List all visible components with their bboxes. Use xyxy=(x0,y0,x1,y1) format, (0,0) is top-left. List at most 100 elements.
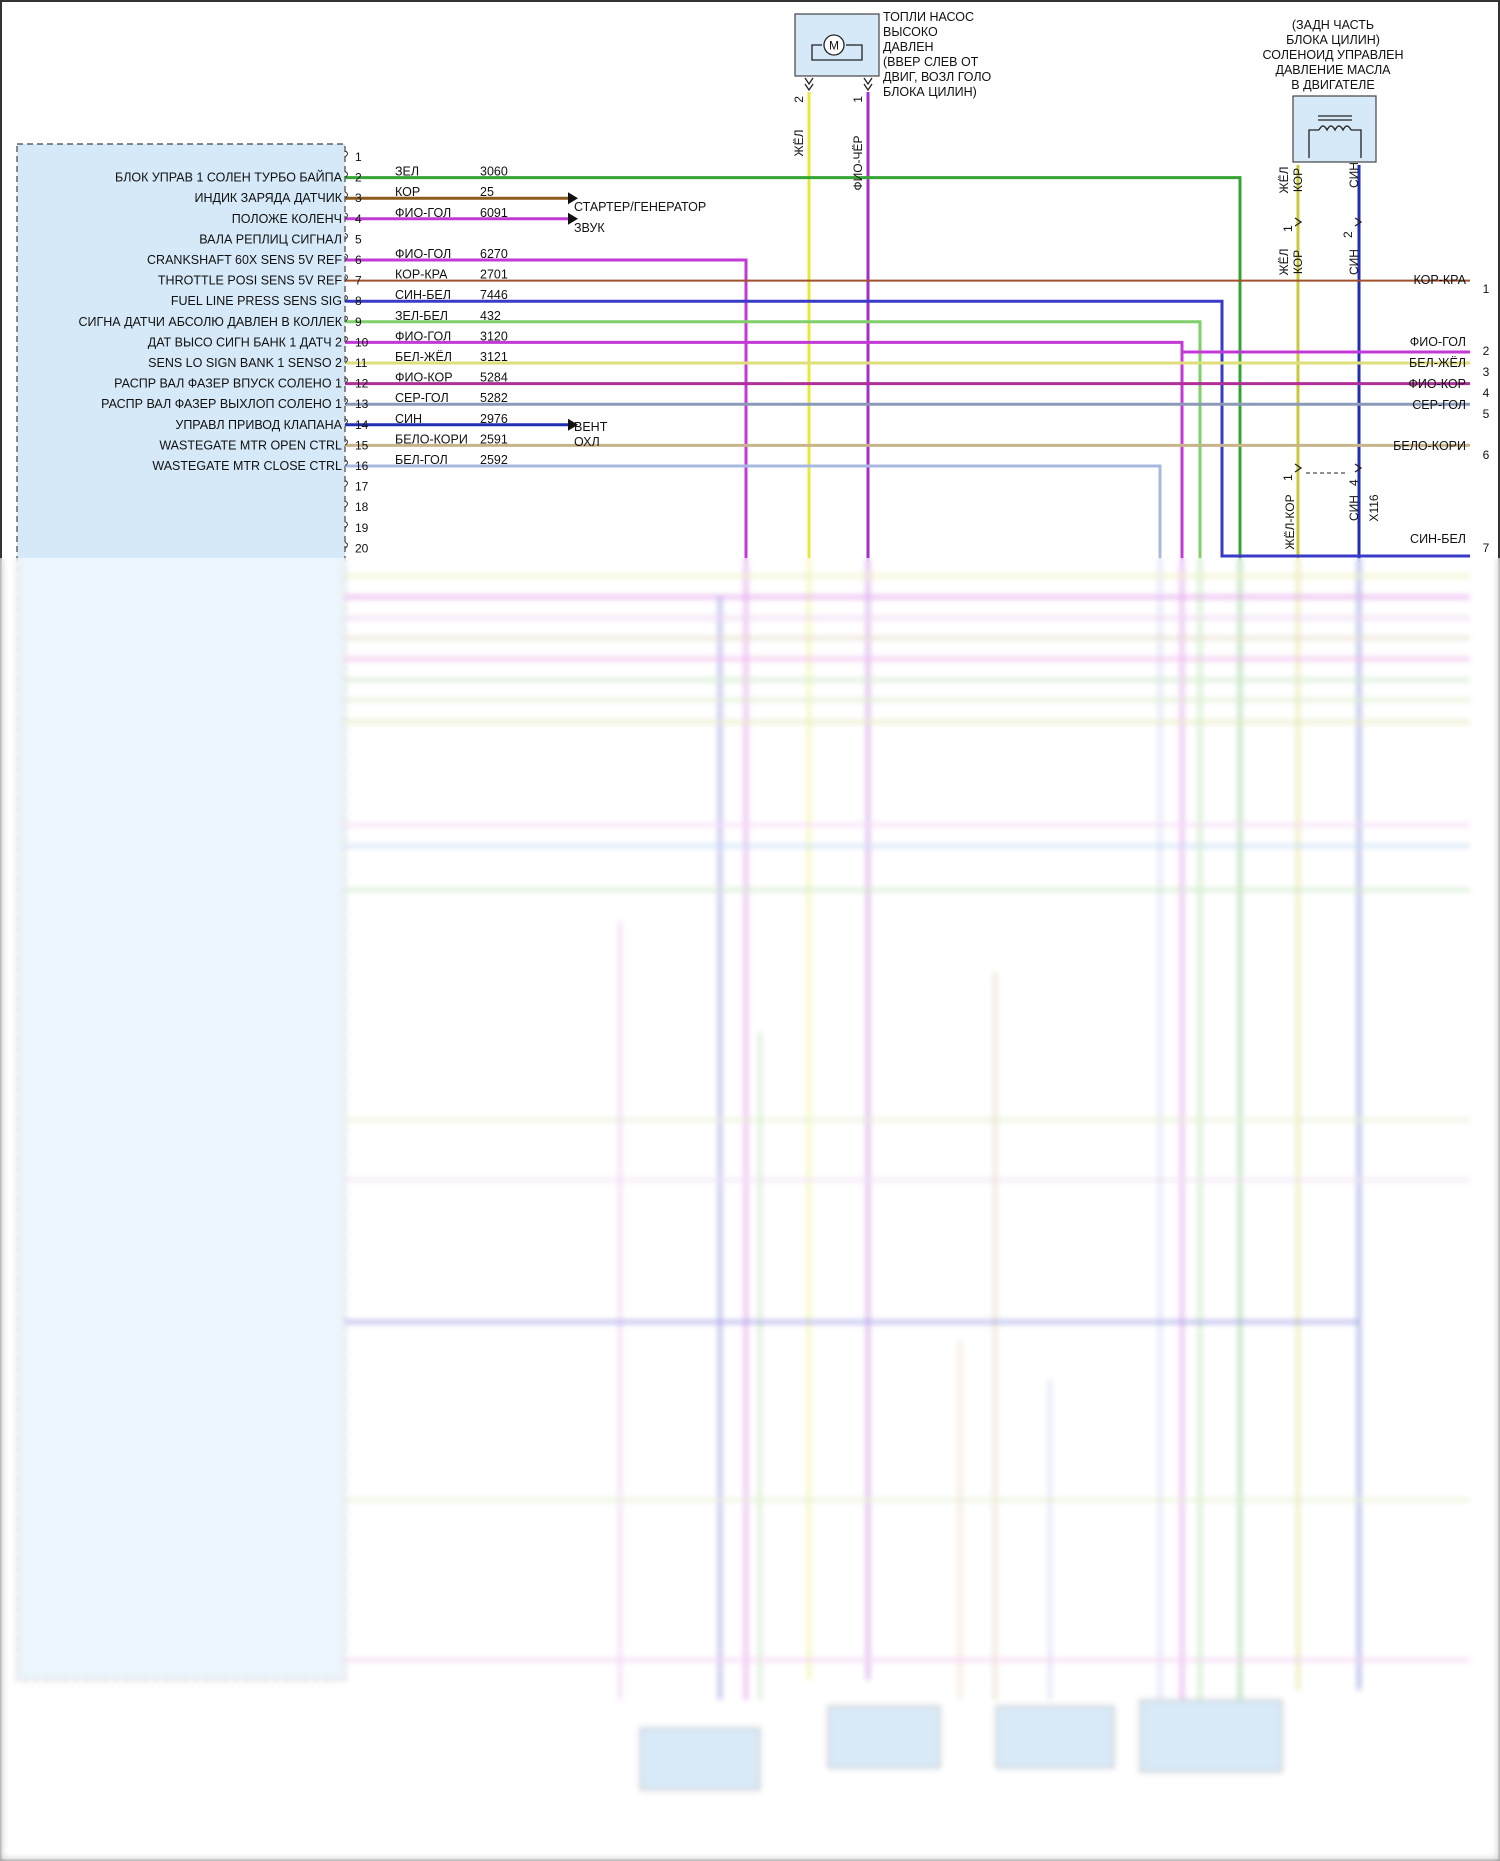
pump-wire-2: ЖЁЛ xyxy=(792,130,806,157)
wire-pin-8 xyxy=(345,299,1470,558)
module-pin-tick xyxy=(344,356,348,364)
pump-label-6: БЛОКА ЦИЛИН) xyxy=(883,85,977,99)
pump-pin-2: 2 xyxy=(792,96,806,103)
wire-color-label: КОР-КРА xyxy=(395,268,448,282)
motor-icon: M xyxy=(811,34,863,61)
module-pin-tick xyxy=(344,397,348,405)
module-pin-number: 14 xyxy=(355,418,369,432)
dest-fan-2: ОХЛ xyxy=(574,435,600,449)
module-pin-label: УПРАВЛ ПРИВОД КЛАПАНА xyxy=(175,418,342,432)
wire-color-label: БЕЛ-ГОЛ xyxy=(395,453,448,467)
pump-label-5: ДВИГ, ВОЗЛ ГОЛО xyxy=(883,70,992,84)
wire-color-label: БЕЛ-ЖЁЛ xyxy=(395,350,452,364)
solenoid-pin-2: 2 xyxy=(1341,231,1355,238)
right-wire-label: ФИО-КОР xyxy=(1408,377,1466,391)
module-pin-label: РАСПР ВАЛ ФАЗЕР ВПУСК СОЛЕНО 1 xyxy=(114,377,342,391)
solenoid-pin-1: 1 xyxy=(1281,225,1295,232)
right-connector: КОР-КРА 1 ФИО-ГОЛ 2 БЕЛ-ЖЁЛ 3 ФИО-КОР 4 СЕР-ГОЛ 5… xyxy=(1393,273,1489,555)
module-pin-tick xyxy=(344,480,348,487)
module-pin-label: THROTTLE POSI SENS 5V REF xyxy=(158,274,342,288)
module-pin-tick xyxy=(344,335,348,343)
module-pin-tick xyxy=(344,500,348,508)
pump-wire-1: ФИО-ЧЁР xyxy=(851,135,865,190)
pump-label-1: ТОПЛИ НАСОС xyxy=(883,10,974,24)
wire-color-label: ФИО-ГОЛ xyxy=(395,206,451,220)
wire-circuit-number: 2976 xyxy=(480,412,508,426)
right-wire-label: СЕР-ГОЛ xyxy=(1412,398,1466,412)
module-pin-number: 6 xyxy=(355,253,362,267)
module-pin-tick xyxy=(344,418,348,426)
solenoid-wire-upper-2: СИН xyxy=(1347,162,1361,188)
module-pin-number: 8 xyxy=(355,294,362,308)
wire-color-label: ФИО-КОР xyxy=(395,371,453,385)
x116-wire-4: СИН xyxy=(1347,495,1361,521)
module-pin-tick xyxy=(344,377,348,384)
wire-color-label: ФИО-ГОЛ xyxy=(395,247,451,261)
module-pin-label: СИГНА ДАТЧИ АБСОЛЮ ДАВЛЕН В КОЛЛЕК xyxy=(78,315,342,329)
x116-pin-4: 4 xyxy=(1347,479,1361,486)
module-pin-number: 17 xyxy=(355,480,369,494)
module-pin-number: 20 xyxy=(355,541,369,555)
wire-circuit-number: 25 xyxy=(480,185,494,199)
module-pin-tick xyxy=(344,294,348,302)
module-pin-number: 19 xyxy=(355,521,369,535)
wire-circuit-number: 5284 xyxy=(480,371,508,385)
module-pin-number: 5 xyxy=(355,232,362,246)
wire-circuit-number: 6270 xyxy=(480,247,508,261)
right-wire-label: ФИО-ГОЛ xyxy=(1410,335,1466,349)
module-pin-tick xyxy=(344,191,348,199)
solenoid-wire-upper-1a: ЖЁЛ xyxy=(1277,167,1291,194)
pump-pin-1: 1 xyxy=(851,96,865,103)
dest-sound: ЗВУК xyxy=(574,221,605,235)
module-pin-number: 10 xyxy=(355,335,369,349)
module-pin-label: ПОЛОЖЕ КОЛЕНЧ xyxy=(232,212,342,226)
module-pin-label: РАСПР ВАЛ ФАЗЕР ВЫХЛОП СОЛЕНО 1 xyxy=(101,397,342,411)
wire-circuit-number: 7446 xyxy=(480,288,508,302)
module-pin-tick xyxy=(344,274,348,281)
solenoid-label-3: СОЛЕНОИД УПРАВЛЕН xyxy=(1262,48,1403,62)
module-pin-number: 4 xyxy=(355,212,362,226)
pump-label-3: ДАВЛЕН xyxy=(883,40,934,54)
fuel-pump: M ТОПЛИ НАСОС ВЫСОКО ДАВЛЕН (ВВЕР СЛЕВ О… xyxy=(792,10,992,191)
solenoid-label-1: (ЗАДН ЧАСТЬ xyxy=(1292,18,1374,32)
module-pin-number: 11 xyxy=(355,356,368,370)
right-wire-label: СИН-БЕЛ xyxy=(1410,532,1466,546)
solenoid-label-5: В ДВИГАТЕЛЕ xyxy=(1291,78,1374,92)
solenoid-box xyxy=(1292,95,1377,163)
module-pin-number: 1 xyxy=(355,150,362,164)
module-pin-number: 16 xyxy=(355,459,369,473)
module-pin-tick xyxy=(344,521,348,529)
module-pin-number: 15 xyxy=(355,438,369,452)
wire-circuit-number: 6091 xyxy=(480,206,508,220)
pump-label-4: (ВВЕР СЛЕВ ОТ xyxy=(883,55,979,69)
wire-circuit-number: 432 xyxy=(480,309,501,323)
oil-solenoid: (ЗАДН ЧАСТЬ БЛОКА ЦИЛИН) СОЛЕНОИД УПРАВЛ… xyxy=(1262,18,1403,275)
module-pin-tick xyxy=(344,459,348,467)
module-pin-tick xyxy=(344,253,348,261)
x116-pin-1: 1 xyxy=(1281,474,1295,481)
wire-color-label: СЕР-ГОЛ xyxy=(395,391,449,405)
module-pin-number: 3 xyxy=(355,191,362,205)
solenoid-wire-lower-1a: ЖЁЛ xyxy=(1277,249,1291,276)
module-pin-number: 2 xyxy=(355,171,362,185)
right-pin-number: 4 xyxy=(1483,386,1490,400)
module-pin-number: 12 xyxy=(355,377,369,391)
obscured-area xyxy=(0,558,1500,1861)
right-wire-label: БЕЛО-КОРИ xyxy=(1393,439,1466,453)
module-pin-label: WASTEGATE MTR OPEN CTRL xyxy=(159,438,342,452)
wire-circuit-number: 2591 xyxy=(480,432,508,446)
right-pin-number: 5 xyxy=(1483,407,1490,421)
wire-color-label: ЗЕЛ xyxy=(395,165,419,179)
wire-circuit-number: 2701 xyxy=(480,268,508,282)
right-pin-number: 6 xyxy=(1483,448,1490,462)
arrow-icon xyxy=(568,192,578,205)
module-pin-label: БЛОК УПРАВ 1 СОЛЕН ТУРБО БАЙПА xyxy=(115,170,343,185)
solenoid-wire-lower-1b: КОР xyxy=(1291,250,1305,274)
solenoid-label-2: БЛОКА ЦИЛИН) xyxy=(1286,33,1380,47)
module-pin-number: 13 xyxy=(355,397,369,411)
module-pin-label: ВАЛА РЕПЛИЦ СИГНАЛ xyxy=(199,232,342,246)
right-wire-label: КОР-КРА xyxy=(1414,273,1467,287)
module-pin-number: 18 xyxy=(355,500,369,514)
module-pin-label: ИНДИК ЗАРЯДА ДАТЧИК xyxy=(194,191,342,205)
module-pin-label: WASTEGATE MTR CLOSE CTRL xyxy=(152,459,342,473)
